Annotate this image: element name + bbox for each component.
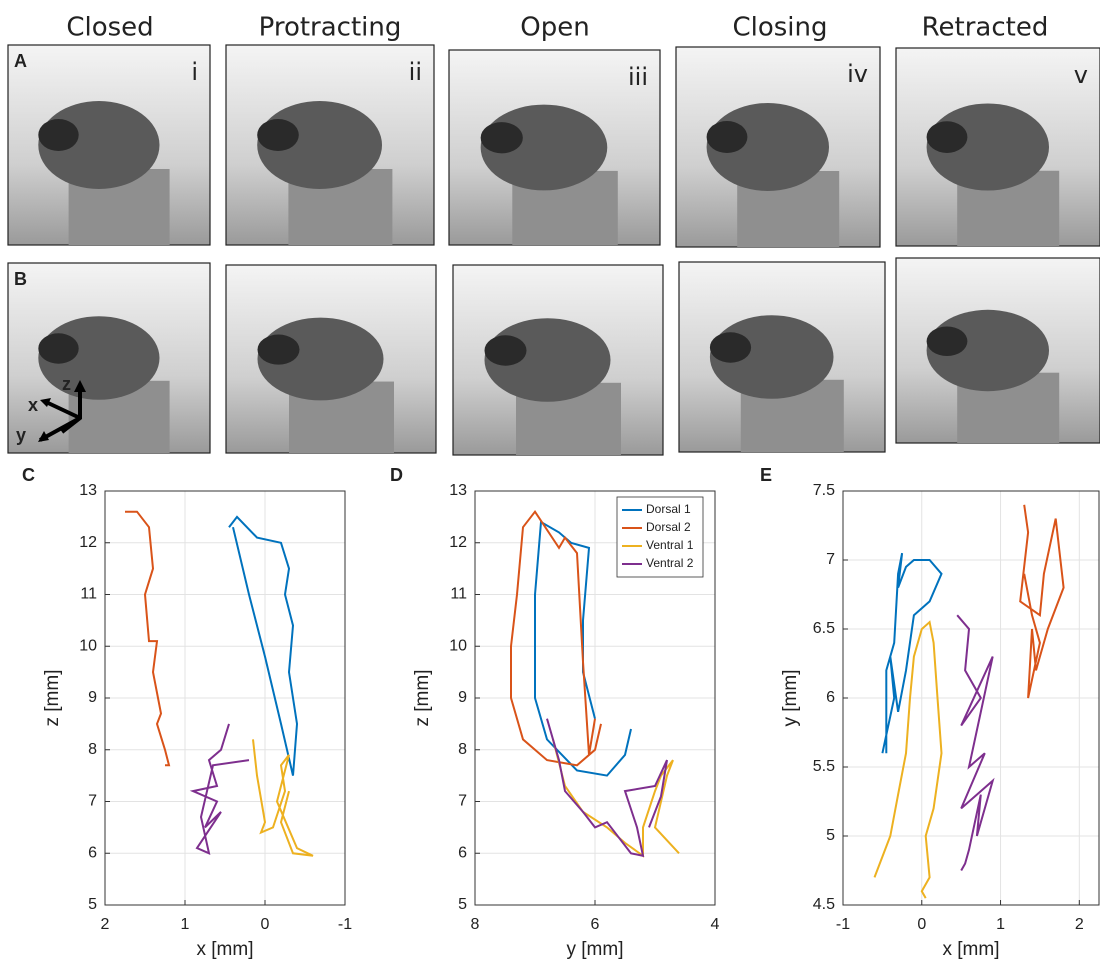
photo-panels [8,45,1100,455]
panel-letter: E [760,465,772,485]
photo-specimen-tip [258,335,300,365]
y-tick-label: 6 [826,689,835,706]
x-tick-label: 1 [996,916,1005,933]
stage-label: Protracting [259,13,402,43]
triad-label: x [28,395,38,415]
data-line [875,622,942,898]
y-tick-label: 5.5 [813,758,835,775]
data-line [193,724,249,853]
x-tick-label: 0 [261,916,270,933]
panel-letter: C [22,465,35,485]
x-tick-label: 6 [591,916,600,933]
legend-label: Ventral 1 [646,538,694,552]
stage-numeral: i [191,58,198,86]
y-tick-label: 6.5 [813,620,835,637]
stage-numeral: iv [847,60,868,88]
panel-letter: B [14,269,27,289]
y-tick-label: 7 [458,793,467,810]
x-tick-label: 1 [181,916,190,933]
y-tick-label: 5 [88,896,97,913]
photo-specimen-tip [707,121,748,153]
photo-specimen-tip [485,335,527,365]
y-tick-label: 8 [458,741,467,758]
x-tick-label: 4 [711,916,720,933]
y-tick-label: 10 [449,637,467,654]
stage-label: Retracted [922,13,1049,43]
y-tick-label: 9 [88,689,97,706]
y-axis-label: z [mm] [412,670,433,727]
y-axis-label: z [mm] [42,670,63,727]
legend-label: Dorsal 1 [646,502,691,516]
x-tick-label: -1 [836,916,850,933]
y-tick-label: 6 [458,844,467,861]
y-tick-label: 10 [79,637,97,654]
photo-specimen-tip [927,326,968,356]
data-line [511,512,601,766]
y-tick-label: 7 [88,793,97,810]
y-tick-label: 8 [88,741,97,758]
panel-letter: D [390,465,403,485]
y-tick-label: 5 [826,827,835,844]
stage-label: Open [520,13,589,43]
triad-label: z [62,374,71,394]
y-axis-label: y [mm] [780,670,801,727]
stage-numeral: ii [409,58,422,86]
data-line [253,739,313,855]
panel-letter: A [14,51,27,71]
data-line [125,512,169,766]
photo-specimen-tip [38,333,78,363]
y-tick-label: 6 [88,844,97,861]
y-tick-label: 13 [79,482,97,499]
x-tick-label: -1 [338,916,352,933]
stage-numeral: iii [628,63,648,91]
photo-specimen-tip [481,122,523,153]
x-tick-label: 2 [101,916,110,933]
legend-label: Ventral 2 [646,556,694,570]
y-tick-label: 12 [449,534,467,551]
photo-specimen-tip [927,121,968,153]
photo-specimen-tip [710,332,751,362]
y-tick-label: 9 [458,689,467,706]
photo-specimen-tip [38,119,78,151]
data-line [1020,505,1063,698]
x-axis-label: x [mm] [197,939,254,960]
photo-specimen-tip [257,119,299,151]
x-axis-label: y [mm] [567,939,624,960]
y-tick-label: 7 [826,551,835,568]
y-tick-label: 11 [80,586,97,603]
x-tick-label: 0 [917,916,926,933]
triad-label: y [16,425,26,445]
x-axis-label: x [mm] [943,939,1000,960]
stage-label: Closing [732,13,827,43]
y-tick-label: 7.5 [813,482,835,499]
y-tick-label: 4.5 [813,896,835,913]
data-line [882,553,941,753]
y-tick-label: 11 [450,586,467,603]
stage-label: Closed [66,13,153,43]
x-tick-label: 2 [1075,916,1084,933]
stage-numeral: v [1074,61,1088,89]
legend-label: Dorsal 2 [646,520,691,534]
y-tick-label: 5 [458,896,467,913]
data-line [957,615,993,870]
x-tick-label: 8 [471,916,480,933]
figure: A B z x y Closed i Protractingii Open iii Clo… [0,0,1100,972]
y-tick-label: 12 [79,534,97,551]
data-line [547,719,667,856]
y-tick-label: 13 [449,482,467,499]
